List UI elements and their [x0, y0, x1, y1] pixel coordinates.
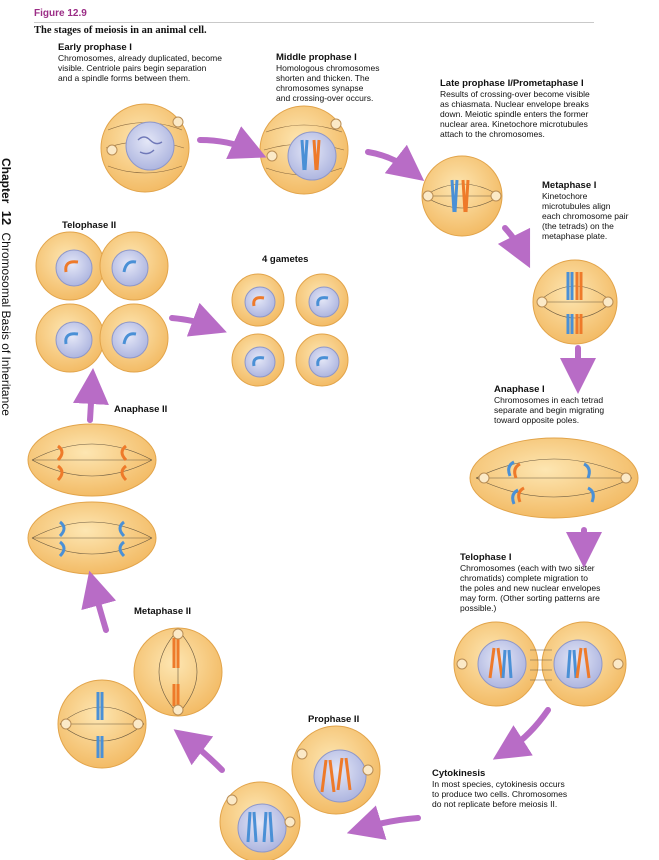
stage-title: Metaphase I [542, 180, 597, 191]
centriole-icon [60, 718, 72, 730]
stage-description: Chromosomes in each tetrad separate and … [494, 395, 605, 425]
centriole-icon [612, 658, 624, 670]
centriole-icon [106, 144, 118, 156]
cell-telophase-2-bottom [35, 303, 169, 373]
stage-title: Anaphase I [494, 384, 545, 395]
stage-metaphase-1: Metaphase I Kinetochore microtubules ali… [542, 180, 628, 241]
cell-metaphase-2b [57, 679, 147, 769]
centriole-icon [132, 718, 144, 730]
gamete-cells [231, 273, 349, 387]
cell-anaphase-1 [469, 437, 639, 519]
arrow-icon [346, 805, 421, 840]
stage-telophase-2-title: Telophase II [62, 220, 117, 231]
centriole-icon [330, 118, 342, 130]
cell-telophase-1 [453, 621, 627, 707]
centriole-icon [172, 628, 184, 640]
centriole-icon [490, 190, 502, 202]
arrow-icon [72, 368, 109, 423]
stage-anaphase-2-title: Anaphase II [114, 404, 168, 415]
figure-label: Figure 12.9 [34, 8, 87, 19]
cell-early-prophase-1 [100, 103, 190, 193]
stage-anaphase-1: Anaphase I Chromosomes in each tetrad se… [494, 384, 604, 425]
figure-caption: The stages of meiosis in an animal cell. [34, 25, 207, 36]
stage-description: Results of crossing-over become visible … [440, 89, 590, 139]
arrow-icon [197, 126, 267, 159]
gametes-title: 4 gametes [262, 254, 309, 265]
stage-description: In most species, cytokinesis occurs to p… [432, 779, 568, 809]
stage-arrows [72, 126, 602, 840]
centriole-icon [456, 658, 468, 670]
stage-title: Middle prophase I [276, 52, 357, 63]
stage-description: Homologous chromosomes shorten and thick… [276, 63, 380, 103]
centriole-icon [226, 794, 238, 806]
centriole-icon [536, 296, 548, 308]
centriole-icon [266, 150, 278, 162]
centriole-icon [620, 472, 632, 484]
stage-title: Cytokinesis [432, 768, 486, 779]
arrow-icon [365, 144, 425, 182]
cell-middle-prophase-1 [259, 105, 349, 195]
stage-description: Chromosomes, already duplicated, become … [58, 53, 222, 83]
centriole-icon [362, 764, 374, 776]
cell-cytokinesis [219, 781, 301, 860]
stage-title: Late prophase I/Prometaphase I [440, 78, 584, 89]
arrow-icon [81, 570, 117, 633]
centriole-icon [602, 296, 614, 308]
centriole-icon [284, 816, 296, 828]
stage-prophase-2-title: Prophase II [308, 714, 360, 725]
arrow-icon [497, 225, 531, 269]
centriole-icon [172, 704, 184, 716]
stage-description: Kinetochore microtubules align each chro… [542, 191, 629, 241]
arrow-icon [169, 302, 227, 337]
arrow-icon [173, 729, 225, 773]
cell-metaphase-2 [133, 627, 223, 717]
stage-early-prophase-1: Early prophase I Chromosomes, already du… [58, 42, 222, 83]
centriole-icon [172, 116, 184, 128]
cell-late-prophase-1 [421, 155, 503, 237]
arrow-icon [492, 707, 551, 760]
cell-metaphase-1 [532, 259, 618, 345]
stage-description: Chromosomes (each with two sister chroma… [460, 563, 601, 613]
header-rule [34, 22, 594, 23]
stage-title: Early prophase I [58, 42, 132, 53]
cell-telophase-2-top [35, 231, 169, 301]
centriole-icon [422, 190, 434, 202]
stage-title: Telophase I [460, 552, 512, 563]
cell-anaphase-2-bottom [27, 501, 157, 575]
stage-telophase-1: Telophase I Chromosomes (each with two s… [460, 552, 600, 613]
stage-metaphase-2-title: Metaphase II [134, 606, 192, 617]
centriole-icon [296, 748, 308, 760]
stage-late-prophase-1: Late prophase I/Prometaphase I Results o… [440, 78, 590, 139]
cell-prophase-2 [291, 725, 381, 815]
centriole-icon [478, 472, 490, 484]
stage-middle-prophase-1: Middle prophase I Homologous chromosomes… [276, 52, 379, 103]
stage-cytokinesis: Cytokinesis In most species, cytokinesis… [432, 768, 567, 809]
cell-anaphase-2-top [27, 423, 157, 497]
